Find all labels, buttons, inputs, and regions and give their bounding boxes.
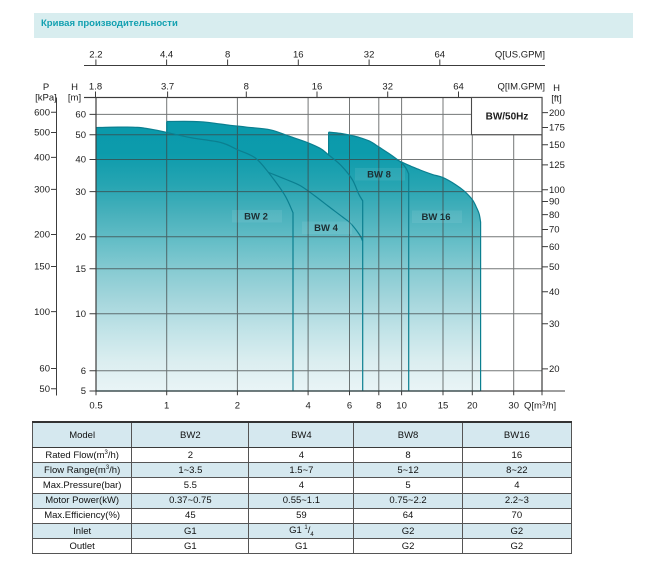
svg-text:BW 4: BW 4 bbox=[314, 223, 338, 234]
svg-text:40: 40 bbox=[75, 155, 86, 166]
svg-text:100: 100 bbox=[549, 185, 565, 196]
svg-text:64: 64 bbox=[453, 82, 464, 93]
svg-text:8: 8 bbox=[376, 401, 381, 412]
svg-text:2: 2 bbox=[235, 401, 240, 412]
svg-text:60: 60 bbox=[75, 110, 86, 121]
svg-text:100: 100 bbox=[34, 307, 50, 318]
svg-text:4.4: 4.4 bbox=[160, 50, 173, 61]
svg-text:150: 150 bbox=[34, 262, 50, 273]
svg-text:15: 15 bbox=[75, 264, 86, 275]
svg-text:[kPa]: [kPa] bbox=[35, 93, 57, 104]
svg-text:P: P bbox=[43, 82, 49, 93]
svg-text:30: 30 bbox=[75, 187, 86, 198]
svg-text:6: 6 bbox=[347, 401, 352, 412]
svg-text:1.8: 1.8 bbox=[89, 82, 102, 93]
svg-text:[ft]: [ft] bbox=[551, 94, 562, 105]
svg-text:10: 10 bbox=[75, 309, 86, 320]
svg-text:125: 125 bbox=[549, 160, 565, 171]
svg-text:6: 6 bbox=[81, 366, 86, 377]
svg-text:H: H bbox=[553, 83, 560, 94]
svg-text:10: 10 bbox=[396, 401, 407, 412]
svg-text:5: 5 bbox=[81, 386, 86, 397]
svg-text:Q[m3/h]: Q[m3/h] bbox=[524, 400, 556, 412]
svg-text:BW 2: BW 2 bbox=[244, 212, 268, 223]
svg-text:60: 60 bbox=[549, 242, 560, 253]
svg-text:BW 8: BW 8 bbox=[367, 170, 391, 181]
svg-text:1: 1 bbox=[164, 401, 169, 412]
svg-text:8: 8 bbox=[225, 50, 230, 61]
svg-text:0.5: 0.5 bbox=[89, 401, 102, 412]
svg-text:3.7: 3.7 bbox=[161, 82, 174, 93]
svg-text:50: 50 bbox=[75, 130, 86, 141]
svg-text:32: 32 bbox=[364, 50, 375, 61]
svg-text:2.2: 2.2 bbox=[89, 50, 102, 61]
svg-text:20: 20 bbox=[75, 232, 86, 243]
svg-text:300: 300 bbox=[34, 185, 50, 196]
svg-text:BW 16: BW 16 bbox=[421, 212, 450, 223]
svg-text:4: 4 bbox=[305, 401, 310, 412]
svg-text:40: 40 bbox=[549, 287, 560, 298]
svg-text:50: 50 bbox=[549, 262, 560, 273]
svg-text:BW/50Hz: BW/50Hz bbox=[486, 112, 529, 123]
svg-text:175: 175 bbox=[549, 123, 565, 134]
svg-text:600: 600 bbox=[34, 107, 50, 118]
svg-text:50: 50 bbox=[39, 384, 50, 395]
svg-text:Q[US.GPM]: Q[US.GPM] bbox=[495, 50, 545, 61]
svg-text:90: 90 bbox=[549, 197, 560, 208]
svg-text:30: 30 bbox=[508, 401, 519, 412]
svg-text:64: 64 bbox=[435, 50, 446, 61]
svg-text:70: 70 bbox=[549, 225, 560, 236]
svg-text:80: 80 bbox=[549, 210, 560, 221]
svg-text:200: 200 bbox=[549, 108, 565, 119]
svg-text:150: 150 bbox=[549, 140, 565, 151]
svg-text:15: 15 bbox=[438, 401, 449, 412]
svg-text:400: 400 bbox=[34, 153, 50, 164]
svg-text:30: 30 bbox=[549, 319, 560, 330]
svg-text:20: 20 bbox=[549, 364, 560, 375]
svg-text:H: H bbox=[71, 82, 78, 93]
svg-text:[m]: [m] bbox=[68, 93, 81, 104]
svg-text:Q[IM.GPM]: Q[IM.GPM] bbox=[498, 82, 546, 93]
svg-text:500: 500 bbox=[34, 128, 50, 139]
svg-text:200: 200 bbox=[34, 230, 50, 241]
svg-text:20: 20 bbox=[467, 401, 478, 412]
svg-text:16: 16 bbox=[293, 50, 304, 61]
svg-text:32: 32 bbox=[382, 82, 393, 93]
svg-text:60: 60 bbox=[39, 364, 50, 375]
svg-text:8: 8 bbox=[244, 82, 249, 93]
svg-text:16: 16 bbox=[312, 82, 323, 93]
